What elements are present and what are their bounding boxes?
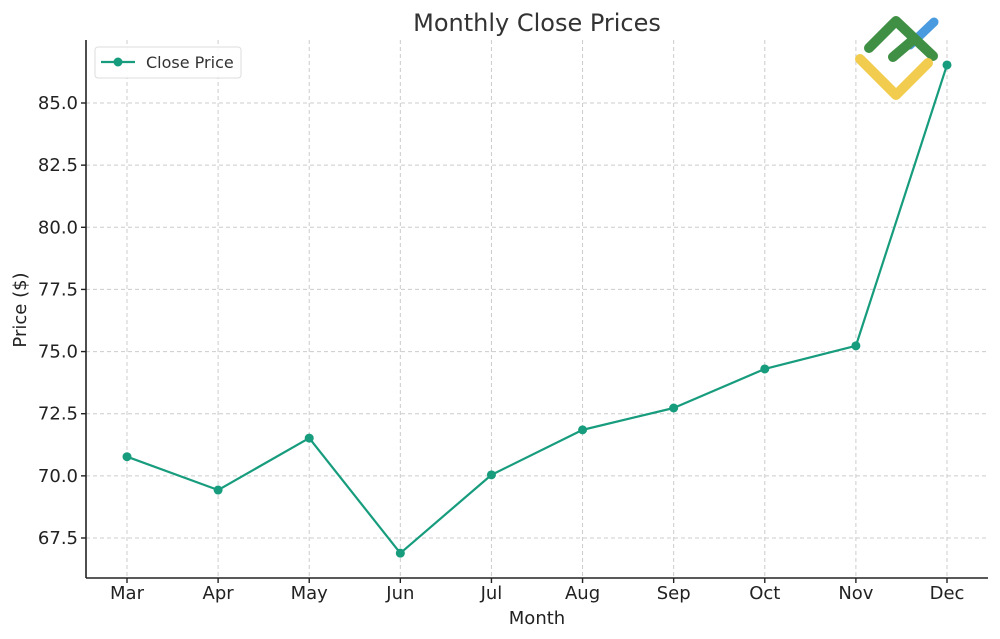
x-axis-ticks: Mar Apr May Jun Jul Aug Sep Oct Nov Dec — [110, 578, 964, 604]
data-point — [304, 433, 314, 443]
legend-label: Close Price — [146, 53, 234, 72]
logo-watermark-icon — [855, 16, 939, 100]
data-point — [395, 548, 405, 558]
data-point — [578, 425, 588, 435]
legend-marker-icon — [113, 57, 123, 67]
data-point — [122, 452, 132, 462]
x-tick-label: Mar — [110, 583, 145, 604]
data-point — [942, 60, 952, 70]
chart-title: Monthly Close Prices — [413, 9, 661, 37]
data-point — [760, 364, 770, 374]
series-close-price — [122, 60, 952, 558]
grid-lines — [86, 40, 988, 578]
x-tick-label: Dec — [930, 583, 965, 604]
legend: Close Price — [94, 46, 242, 79]
y-axis-label: Price ($) — [10, 272, 31, 347]
x-tick-label: Apr — [203, 583, 235, 604]
y-tick-label: 67.5 — [38, 528, 78, 549]
y-tick-label: 80.0 — [38, 217, 78, 238]
data-point — [213, 485, 223, 495]
series-line — [126, 64, 949, 555]
data-point — [851, 341, 861, 351]
y-axis-ticks: 67.5 70.0 72.5 75.0 77.5 80.0 82.5 85.0 — [38, 93, 86, 549]
data-point — [486, 470, 496, 480]
x-tick-label: Oct — [749, 583, 780, 604]
x-axis-label: Month — [509, 608, 565, 629]
y-tick-label: 70.0 — [38, 466, 78, 487]
x-tick-label: Aug — [565, 583, 600, 604]
x-tick-label: Jun — [385, 583, 414, 604]
x-tick-label: Sep — [657, 583, 691, 604]
y-tick-label: 72.5 — [38, 404, 78, 425]
y-tick-label: 82.5 — [38, 155, 78, 176]
x-tick-label: Nov — [838, 583, 873, 604]
y-tick-label: 85.0 — [38, 93, 78, 114]
x-tick-label: May — [291, 583, 329, 604]
x-tick-label: Jul — [480, 583, 503, 604]
data-point — [669, 403, 679, 413]
y-tick-label: 77.5 — [38, 279, 78, 300]
y-tick-label: 75.0 — [38, 342, 78, 363]
